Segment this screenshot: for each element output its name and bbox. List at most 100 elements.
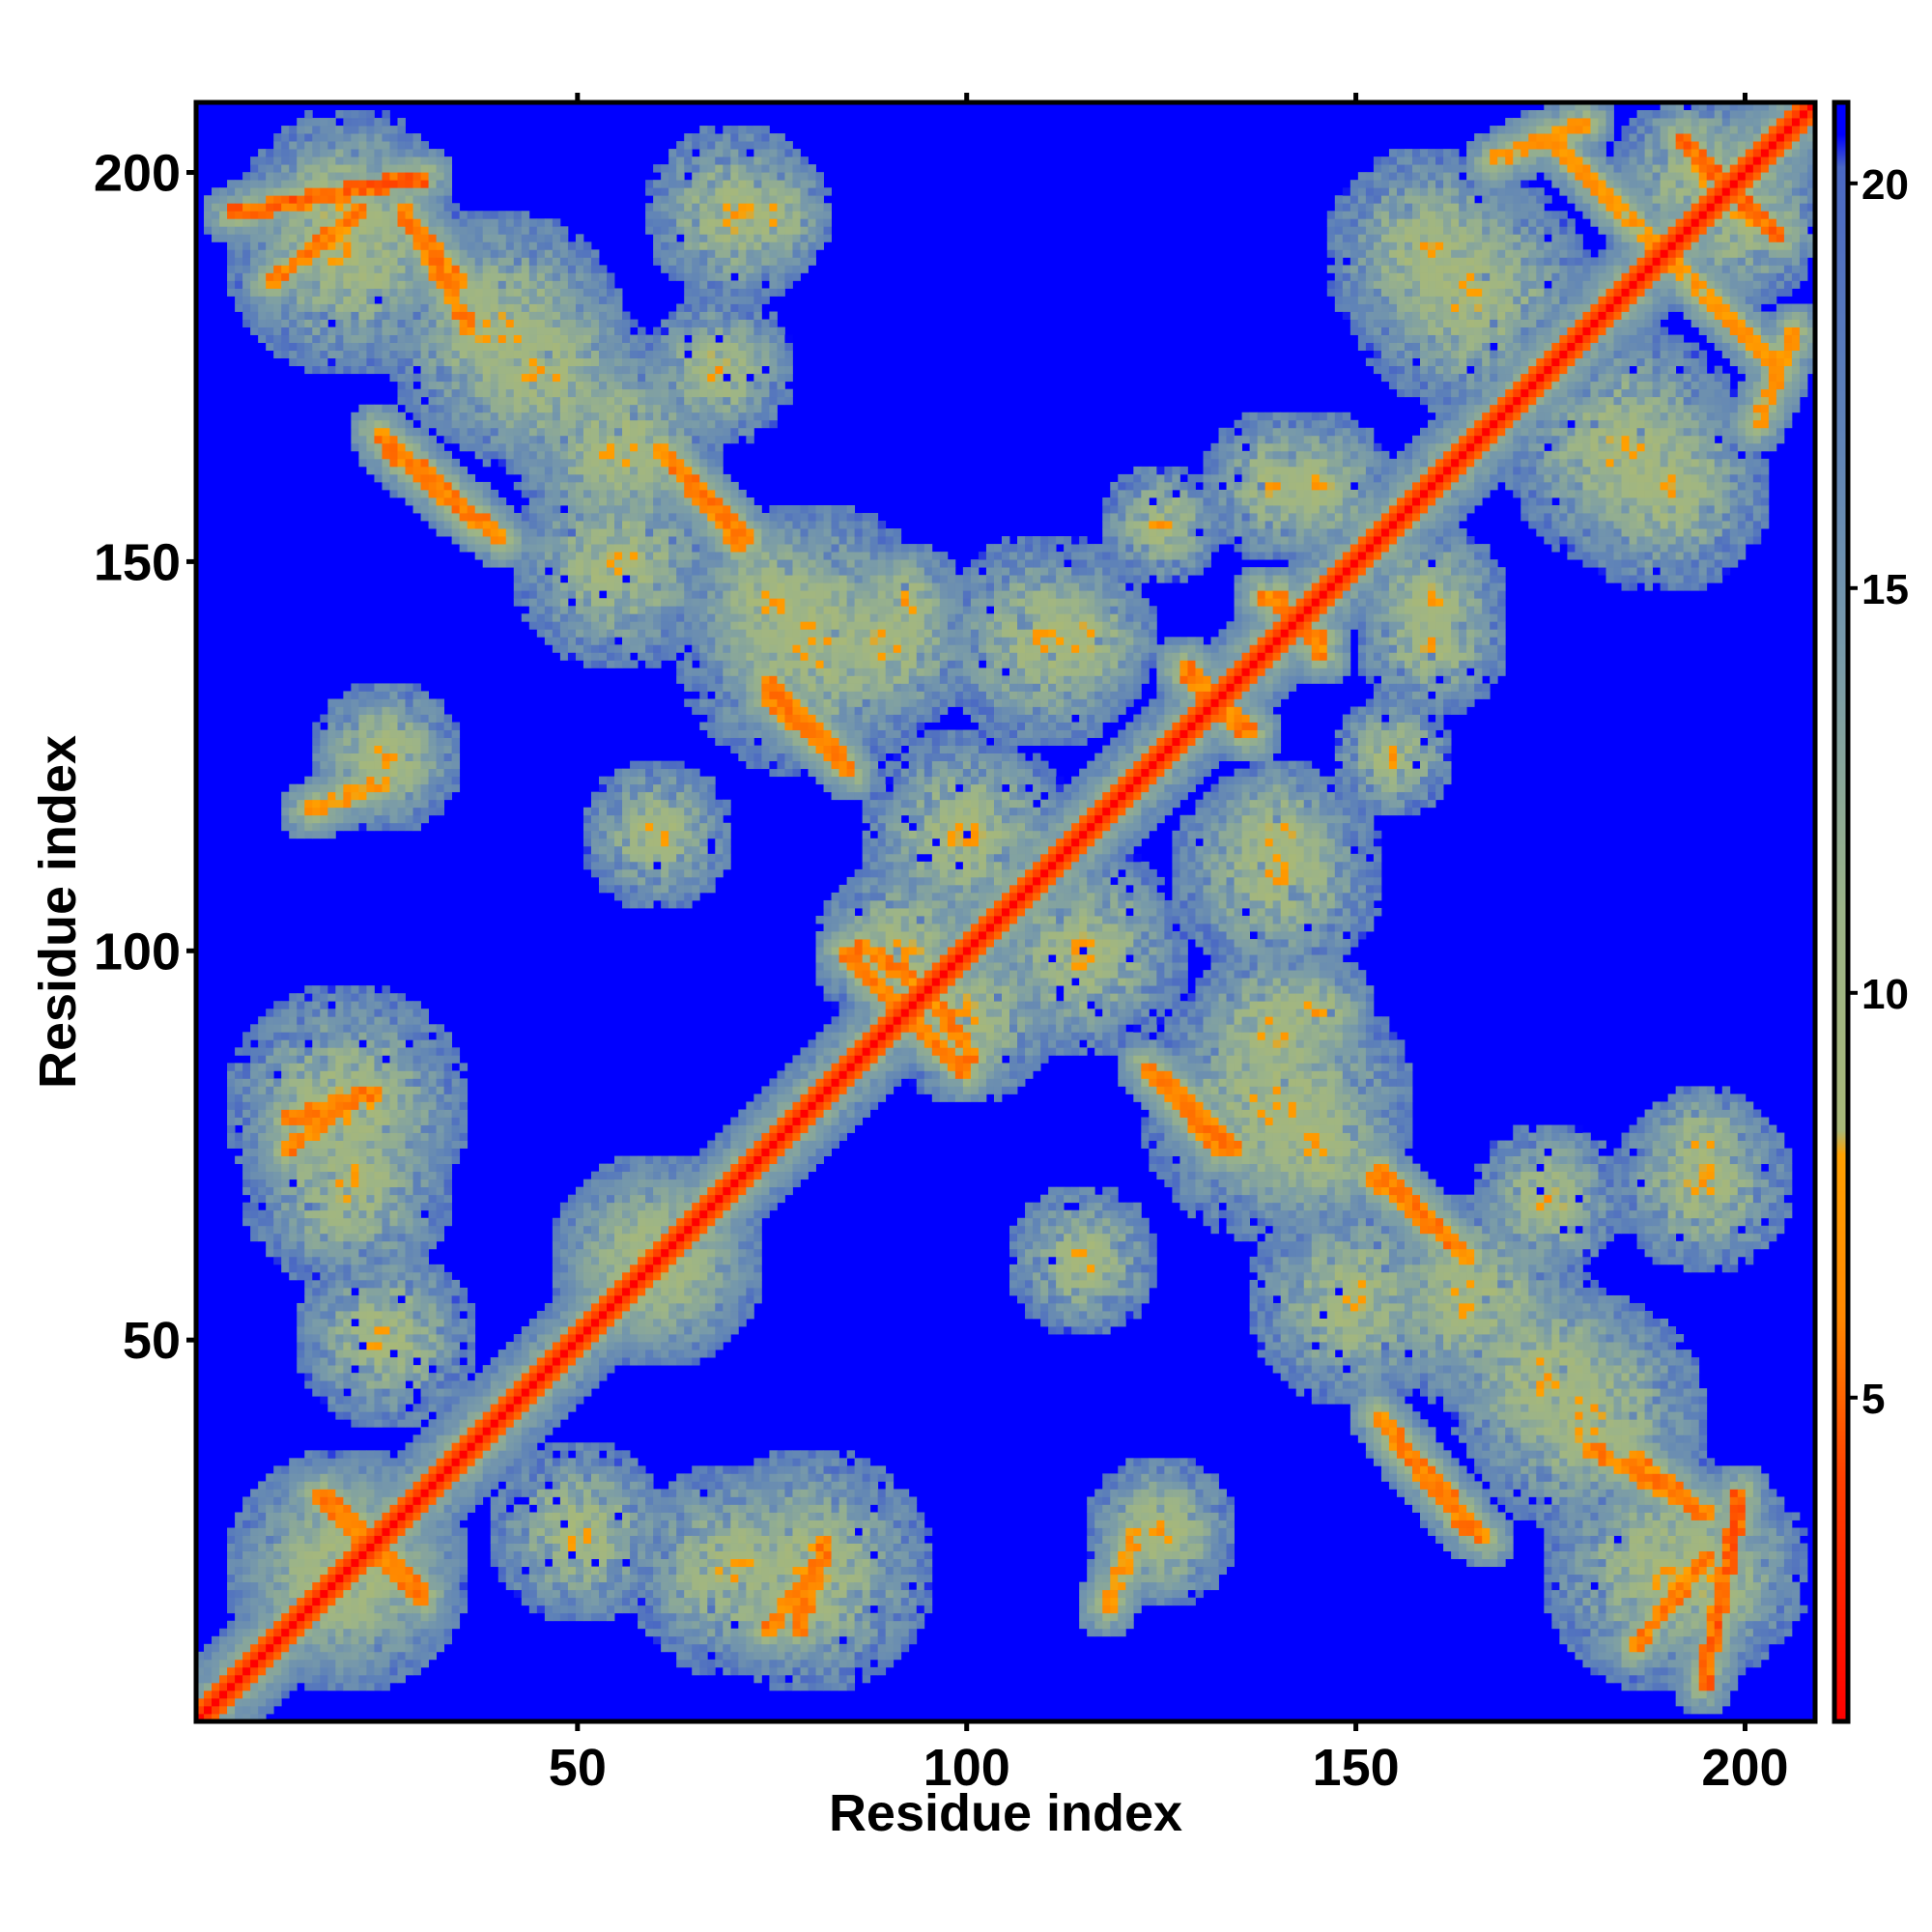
heatmap-cell: [219, 1651, 228, 1661]
heatmap-cell: [358, 427, 367, 437]
heatmap-cell: [358, 1659, 367, 1668]
heatmap-cell: [273, 334, 282, 343]
heatmap-cell: [474, 350, 484, 359]
heatmap-cell: [304, 1217, 313, 1227]
heatmap-cell: [575, 1442, 584, 1451]
heatmap-cell: [397, 1078, 406, 1087]
heatmap-cell: [559, 1504, 569, 1513]
heatmap-cell: [559, 621, 569, 630]
heatmap-cell: [490, 1558, 499, 1568]
heatmap-cell: [258, 311, 267, 320]
heatmap-cell: [343, 1520, 352, 1528]
heatmap-cell: [397, 373, 406, 383]
heatmap-cell: [374, 706, 383, 715]
heatmap-cell: [374, 1132, 383, 1141]
heatmap-cell: [405, 1628, 413, 1637]
heatmap-cell: [289, 1016, 298, 1025]
heatmap-cell: [266, 1651, 274, 1661]
heatmap-cell: [412, 1001, 421, 1009]
heatmap-cell: [405, 768, 413, 778]
heatmap-cell: [536, 427, 546, 437]
heatmap-cell: [490, 1473, 499, 1482]
heatmap-cell: [289, 783, 298, 793]
heatmap-cell: [304, 1078, 313, 1087]
heatmap-cell: [544, 489, 554, 498]
heatmap-cell: [227, 1558, 236, 1568]
heatmap-cell: [358, 1302, 367, 1312]
heatmap-cell: [389, 1535, 398, 1544]
heatmap-cell: [258, 1078, 267, 1087]
heatmap-cell: [436, 442, 445, 452]
heatmap-cell: [304, 1543, 313, 1551]
heatmap-cell: [567, 606, 577, 614]
heatmap-cell: [420, 1287, 429, 1296]
heatmap-cell: [366, 218, 375, 227]
heatmap-cell: [374, 226, 383, 235]
heatmap-cell: [312, 1620, 321, 1630]
heatmap-cell: [250, 1512, 259, 1520]
heatmap-cell: [297, 257, 305, 266]
heatmap-cell: [343, 1078, 352, 1087]
heatmap-cell: [521, 334, 530, 343]
heatmap-cell: [443, 1635, 453, 1645]
heatmap-cell: [366, 1001, 375, 1009]
heatmap-cell: [343, 1171, 352, 1180]
heatmap-cell: [467, 365, 476, 375]
heatmap-cell: [528, 590, 538, 599]
heatmap-cell: [289, 1271, 298, 1281]
heatmap-cell: [335, 1024, 344, 1033]
heatmap-cell: [327, 1094, 336, 1102]
heatmap-cell: [467, 473, 476, 483]
heatmap-cell: [559, 1225, 569, 1235]
heatmap-cell: [327, 1473, 336, 1482]
heatmap-cell: [389, 1411, 398, 1420]
heatmap-cell: [436, 1574, 445, 1583]
heatmap-cell: [443, 1334, 453, 1343]
heatmap-cell: [567, 1481, 577, 1490]
heatmap-cell: [242, 1047, 251, 1056]
heatmap-cell: [289, 1001, 298, 1009]
heatmap-cell: [443, 365, 453, 375]
heatmap-cell: [552, 1543, 561, 1551]
heatmap-cell: [552, 334, 561, 343]
heatmap-cell: [358, 180, 367, 188]
heatmap-cell: [335, 1294, 344, 1304]
heatmap-cell: [258, 249, 267, 258]
heatmap-cell: [536, 1550, 546, 1559]
heatmap-cell: [273, 164, 282, 173]
heatmap-cell: [358, 1635, 367, 1645]
heatmap-cell: [343, 218, 352, 227]
heatmap-cell: [312, 1651, 321, 1661]
heatmap-cell: [358, 1179, 367, 1188]
heatmap-cell: [335, 1140, 344, 1149]
heatmap-cell: [513, 334, 523, 343]
heatmap-cell: [420, 280, 429, 289]
heatmap-cell: [327, 1016, 336, 1025]
heatmap-cell: [327, 156, 336, 165]
heatmap-cell: [451, 311, 461, 320]
heatmap-cell: [428, 1070, 437, 1079]
heatmap-cell: [382, 466, 390, 475]
heatmap-cell: [405, 1605, 413, 1614]
heatmap-cell: [412, 783, 421, 793]
heatmap-cell: [204, 1690, 213, 1699]
heatmap-cell: [459, 396, 469, 406]
heatmap-cell: [513, 598, 523, 607]
heatmap-cell: [412, 1132, 421, 1141]
heatmap-cell: [451, 1388, 461, 1397]
heatmap-cell: [250, 1605, 259, 1614]
heatmap-cell: [304, 1574, 313, 1583]
heatmap-cell: [428, 714, 437, 723]
heatmap-cell: [513, 1550, 523, 1559]
heatmap-cell: [281, 1016, 290, 1025]
heatmap-cell: [497, 357, 507, 367]
heatmap-cell: [459, 1094, 469, 1102]
heatmap-cell: [289, 1155, 298, 1165]
heatmap-cell: [467, 1342, 476, 1350]
heatmap-cell: [366, 1674, 375, 1684]
heatmap-cell: [505, 544, 515, 553]
heatmap-cell: [490, 388, 499, 398]
heatmap-cell: [297, 1032, 305, 1040]
heatmap-cell: [420, 1094, 429, 1102]
heatmap-cell: [366, 419, 375, 429]
